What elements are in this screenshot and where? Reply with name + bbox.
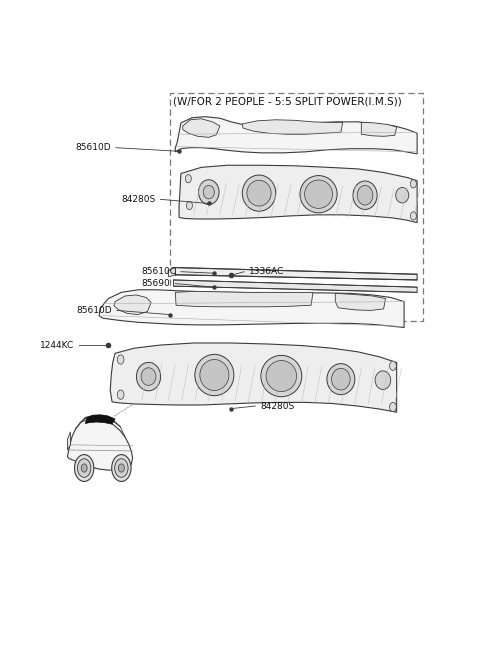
Ellipse shape <box>375 371 391 389</box>
Polygon shape <box>173 280 417 293</box>
Ellipse shape <box>203 185 215 199</box>
Circle shape <box>186 201 192 209</box>
Ellipse shape <box>357 185 373 205</box>
Polygon shape <box>183 119 220 138</box>
Polygon shape <box>361 122 396 136</box>
Circle shape <box>390 403 396 412</box>
Polygon shape <box>179 165 417 223</box>
Polygon shape <box>99 290 404 327</box>
Ellipse shape <box>266 360 297 392</box>
Circle shape <box>410 180 416 188</box>
Bar <box>170 93 423 321</box>
Ellipse shape <box>136 362 161 391</box>
Polygon shape <box>110 343 396 412</box>
Circle shape <box>185 174 192 183</box>
Polygon shape <box>168 268 175 277</box>
Polygon shape <box>335 293 385 311</box>
Ellipse shape <box>300 176 337 213</box>
Polygon shape <box>175 117 417 154</box>
Ellipse shape <box>200 360 229 391</box>
Ellipse shape <box>261 356 302 397</box>
Ellipse shape <box>247 180 271 206</box>
Ellipse shape <box>242 175 276 211</box>
Circle shape <box>117 390 124 399</box>
Circle shape <box>117 355 124 364</box>
Polygon shape <box>242 120 343 134</box>
Text: (W/FOR 2 PEOPLE - 5:5 SPLIT POWER(I.M.S)): (W/FOR 2 PEOPLE - 5:5 SPLIT POWER(I.M.S)… <box>173 96 402 106</box>
Text: 85690: 85690 <box>142 279 170 288</box>
Ellipse shape <box>353 181 377 209</box>
Circle shape <box>119 464 124 472</box>
Circle shape <box>112 454 131 482</box>
Text: 84280S: 84280S <box>260 401 294 411</box>
Circle shape <box>81 464 87 472</box>
Ellipse shape <box>141 368 156 385</box>
Circle shape <box>77 459 91 477</box>
Text: 84280S: 84280S <box>121 195 156 204</box>
Polygon shape <box>67 432 71 450</box>
Ellipse shape <box>305 180 333 209</box>
Ellipse shape <box>327 364 355 395</box>
Ellipse shape <box>332 368 350 390</box>
Circle shape <box>410 212 416 220</box>
Polygon shape <box>67 416 132 470</box>
Text: 1244KC: 1244KC <box>39 341 74 350</box>
Ellipse shape <box>199 180 219 205</box>
Circle shape <box>115 459 128 477</box>
Circle shape <box>390 361 396 370</box>
Text: 85610C: 85610C <box>141 267 176 276</box>
Text: 85610D: 85610D <box>76 306 112 315</box>
Text: 85610D: 85610D <box>75 143 111 152</box>
Polygon shape <box>175 291 313 307</box>
Ellipse shape <box>396 187 409 203</box>
Ellipse shape <box>195 354 234 396</box>
Circle shape <box>74 454 94 482</box>
Polygon shape <box>175 268 417 280</box>
Text: 1336AC: 1336AC <box>249 267 284 276</box>
Polygon shape <box>114 295 151 315</box>
Polygon shape <box>85 415 115 424</box>
